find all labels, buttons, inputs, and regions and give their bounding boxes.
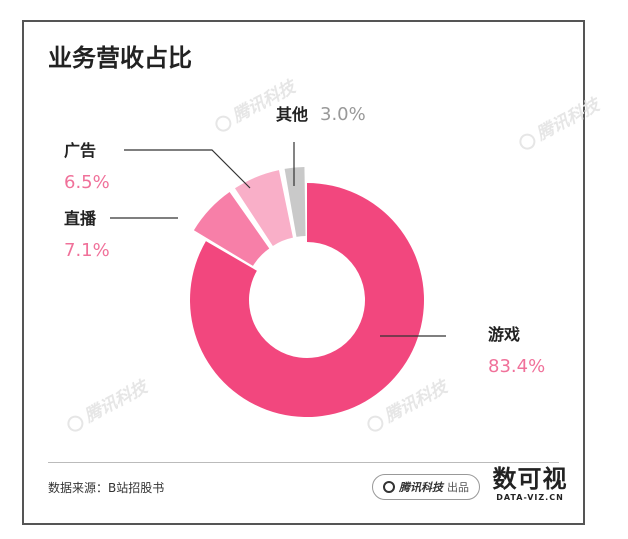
- dataviz-logo: 数可视 DATA-VIZ.CN: [492, 465, 568, 502]
- slice-value-0: 83.4%: [488, 356, 545, 377]
- pie-slice-2: [234, 170, 293, 246]
- data-source: 数据来源：B站招股书: [48, 481, 165, 495]
- pie-slice-0: [189, 183, 424, 418]
- slice-value-2: 6.5%: [64, 172, 110, 193]
- leader-line-2: [124, 149, 251, 189]
- chart-card: 业务营收占比 腾讯科技 腾讯科技 腾讯科技 腾讯科技 数据来源：B站招股书 腾讯…: [22, 20, 603, 525]
- publisher-badge: 腾讯科技 出品: [372, 474, 480, 500]
- dataviz-logo-text: 数可视: [492, 465, 568, 493]
- slice-label-3: 其他: [276, 105, 308, 124]
- slice-label-2: 广告: [64, 141, 96, 160]
- slice-value-1: 7.1%: [64, 240, 110, 261]
- publisher-suffix: 出品: [447, 481, 469, 494]
- footer-divider: [48, 462, 559, 463]
- publisher-logo-icon: [383, 481, 395, 493]
- slice-value-3: 3.0%: [320, 104, 366, 125]
- publisher-name: 腾讯科技: [399, 481, 443, 494]
- slice-label-0: 游戏: [488, 325, 520, 344]
- pie-slice-1: [193, 192, 270, 266]
- dataviz-logo-url: DATA-VIZ.CN: [496, 493, 564, 502]
- pie-slice-3: [284, 167, 306, 237]
- chart-title: 业务营收占比: [48, 44, 192, 72]
- slice-label-1: 直播: [64, 209, 97, 228]
